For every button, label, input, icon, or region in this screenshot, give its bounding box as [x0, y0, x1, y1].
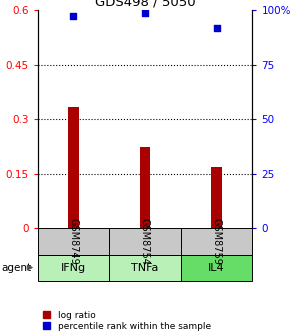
Point — [71, 13, 76, 18]
Title: GDS498 / 5050: GDS498 / 5050 — [95, 0, 195, 9]
Bar — [38, 228, 109, 255]
Legend: log ratio, percentile rank within the sample: log ratio, percentile rank within the sa… — [42, 310, 212, 332]
Text: IL4: IL4 — [208, 262, 225, 272]
Bar — [181, 228, 252, 255]
Bar — [109, 228, 181, 255]
Text: IFNg: IFNg — [61, 262, 86, 272]
Bar — [140, 146, 150, 228]
Bar — [211, 167, 222, 228]
Bar — [68, 107, 79, 228]
Point — [214, 25, 219, 30]
Text: GSM8749: GSM8749 — [68, 218, 79, 265]
Bar — [38, 255, 109, 281]
Text: GSM8754: GSM8754 — [140, 218, 150, 265]
Text: TNFa: TNFa — [131, 262, 159, 272]
Bar — [181, 255, 252, 281]
Text: agent: agent — [2, 262, 32, 272]
Text: GSM8759: GSM8759 — [211, 218, 222, 265]
Point — [143, 11, 147, 16]
Bar — [109, 255, 181, 281]
